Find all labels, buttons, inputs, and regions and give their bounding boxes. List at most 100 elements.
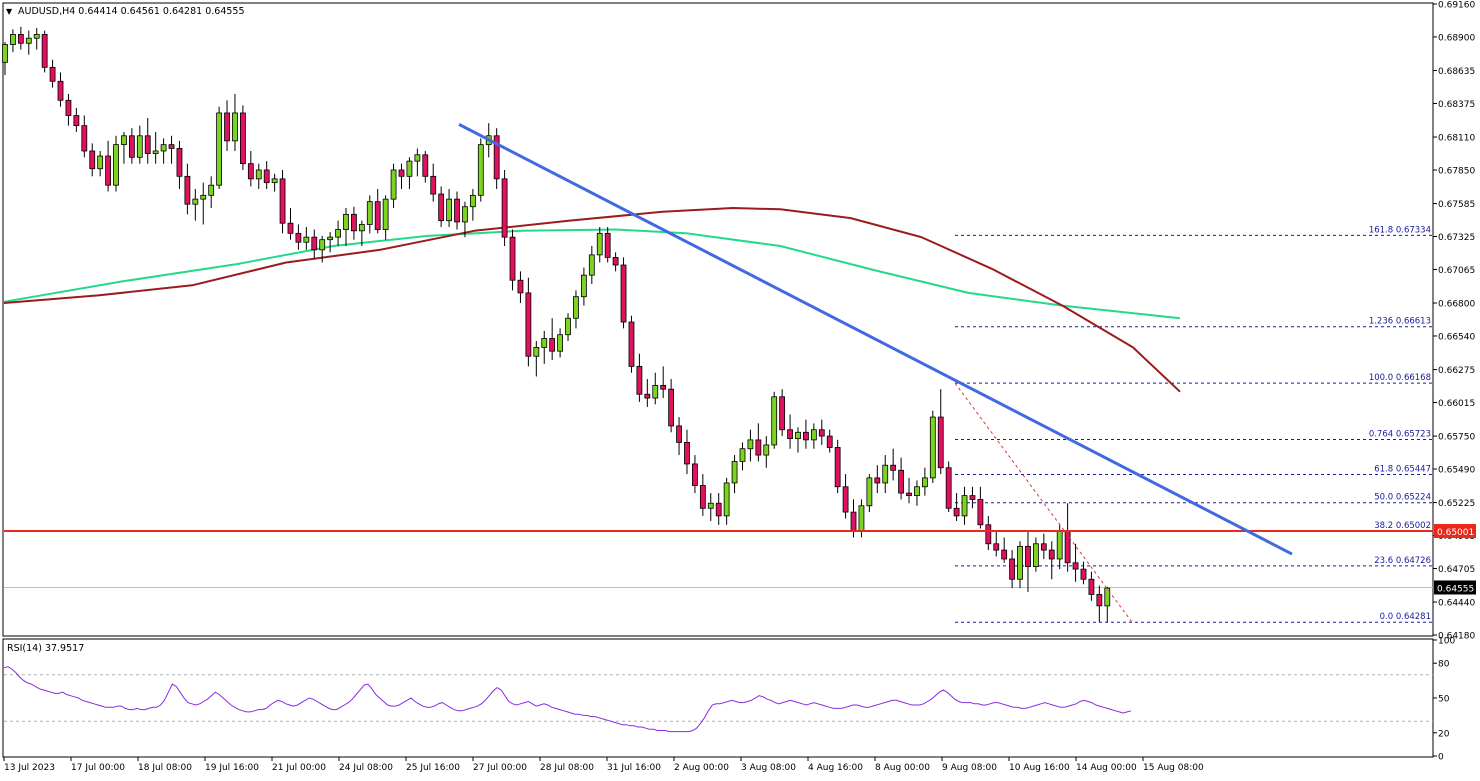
candle-body: [374, 201, 381, 230]
candle: [49, 59, 56, 88]
candle-body: [993, 543, 1000, 551]
candle-body: [921, 477, 928, 488]
candle: [17, 26, 24, 50]
candle-body: [763, 444, 770, 456]
price-tick-label: 0.68375: [1438, 100, 1475, 110]
candle: [2, 42, 8, 75]
candle-body: [755, 439, 762, 456]
price-tick-label: 0.67065: [1438, 266, 1475, 276]
candle-body: [279, 178, 286, 224]
rsi-tick-label: 0: [1438, 753, 1444, 763]
candle-body: [1017, 545, 1023, 580]
candle-body: [303, 236, 310, 243]
candle-body: [430, 175, 437, 195]
price-tick-label: 0.66015: [1438, 399, 1475, 409]
candle-body: [533, 346, 540, 357]
candle: [89, 143, 96, 177]
candle: [287, 207, 294, 240]
time-tick-label: 18 Jul 08:00: [138, 763, 192, 773]
candle-body: [398, 169, 405, 177]
candle-body: [366, 201, 373, 225]
candle-body: [41, 34, 48, 68]
candle-body: [192, 198, 199, 205]
rsi-header: RSI(14) 37.9517: [7, 643, 84, 654]
candle: [525, 277, 532, 367]
candle: [335, 220, 341, 247]
candle: [533, 341, 540, 377]
candle-body: [715, 502, 722, 517]
fib-level-label: 38.2 0.65002: [1374, 521, 1431, 531]
candle: [1001, 537, 1008, 563]
candle: [224, 100, 230, 151]
candle: [795, 427, 801, 453]
candle-body: [390, 169, 397, 200]
candle-body: [255, 169, 262, 180]
candle: [604, 227, 611, 263]
fib-level-label: 1.236 0.66613: [1369, 317, 1431, 327]
candle-body: [826, 435, 833, 448]
candle-body: [232, 112, 238, 142]
candle-body: [208, 184, 215, 196]
candle: [945, 461, 952, 513]
candle-body: [65, 99, 72, 116]
candle: [81, 115, 88, 158]
price-tick-label: 0.68110: [1438, 134, 1475, 144]
candle-body: [636, 365, 643, 395]
fib-swing-line: [954, 382, 1133, 623]
candle-body: [985, 524, 992, 545]
price-tick-label: 0.65490: [1438, 466, 1475, 476]
candle-body: [1056, 530, 1063, 560]
candle-body: [184, 175, 191, 205]
candle: [1009, 550, 1016, 589]
candle-body: [834, 447, 841, 488]
candle-body: [842, 486, 849, 513]
candle: [232, 93, 238, 151]
candle-body: [596, 232, 603, 256]
time-tick-label: 9 Aug 08:00: [942, 763, 997, 773]
candle-body: [644, 393, 651, 399]
candle: [160, 138, 167, 164]
candle: [343, 207, 349, 247]
price-tick-label: 0.67325: [1438, 233, 1475, 243]
candle-body: [668, 388, 675, 427]
price-axis: 0.69160 0.68900 0.68635 0.68375 0.68110 0.678…: [1433, 1, 1476, 642]
candle: [874, 465, 881, 494]
rsi-tick-label: 100: [1438, 637, 1455, 647]
candle: [803, 419, 809, 449]
candle: [446, 188, 452, 228]
candle-body: [319, 239, 326, 251]
rsi-indicator: 100 80 50 20 0: [3, 637, 1455, 763]
time-tick-label: 24 Jul 08:00: [339, 763, 393, 773]
candle-body: [914, 486, 920, 497]
candle-body: [406, 160, 413, 177]
candle: [1017, 541, 1023, 589]
chart-header-arrow[interactable]: ▼: [6, 7, 13, 16]
candle: [501, 169, 508, 247]
candle: [33, 28, 40, 50]
candle: [969, 486, 976, 509]
candle: [644, 379, 651, 407]
candle-body: [311, 236, 318, 251]
candle-body: [1040, 543, 1047, 551]
candle-body: [1096, 594, 1103, 607]
candle: [1104, 586, 1111, 623]
candle: [57, 72, 64, 107]
current-price-box: [1434, 580, 1476, 595]
candle: [763, 436, 770, 468]
candle: [636, 353, 643, 402]
overlay-lines[interactable]: [4, 123, 1433, 623]
candle: [295, 224, 302, 250]
price-tick-label: 0.69160: [1438, 1, 1475, 11]
candle-body: [882, 464, 889, 484]
candle: [422, 150, 429, 183]
candle-body: [961, 495, 968, 517]
candle-body: [580, 274, 587, 298]
candle-body: [247, 163, 254, 180]
candle-body: [874, 477, 881, 484]
time-tick-label: 4 Aug 16:00: [808, 763, 863, 773]
candles[interactable]: [2, 26, 1111, 623]
candle: [239, 105, 246, 170]
candle-body: [707, 502, 714, 509]
candle: [541, 330, 548, 364]
